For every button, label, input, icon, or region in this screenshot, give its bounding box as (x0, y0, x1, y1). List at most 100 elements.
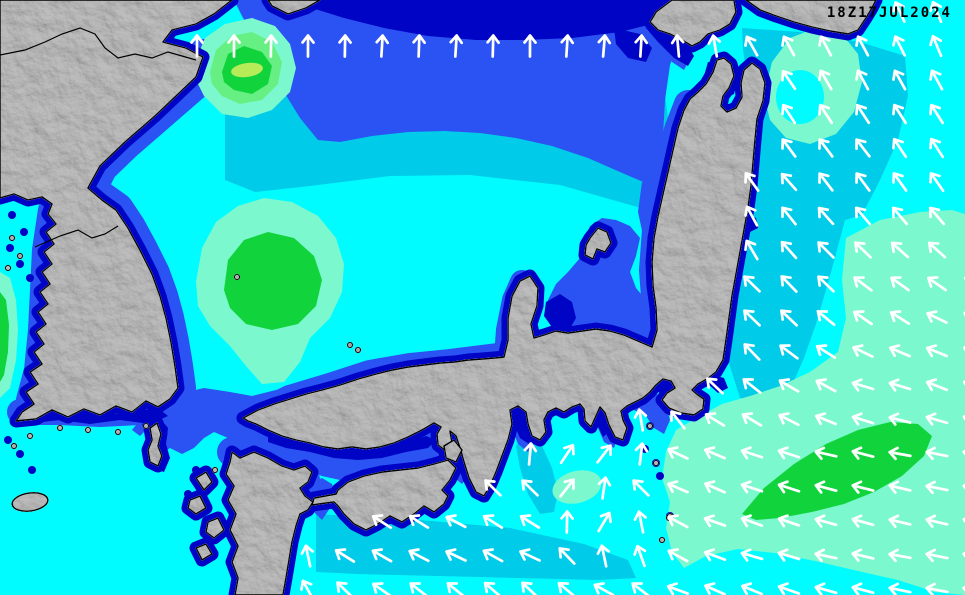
swell-direction-arrow (777, 446, 801, 460)
swell-direction-arrow (743, 275, 761, 293)
swell-direction-arrow (851, 412, 875, 426)
sea-zone-navy-dot-5 (8, 211, 16, 219)
swell-direction-arrow (889, 310, 911, 325)
swell-direction-arrow (560, 510, 574, 534)
swell-direction-arrows (190, 0, 965, 595)
swell-direction-arrow (634, 34, 649, 58)
land-islet-2 (233, 273, 241, 281)
swell-direction-arrow (744, 172, 760, 192)
swell-direction-arrow (892, 172, 908, 192)
swell-direction-arrow (372, 582, 392, 595)
sea-zone-navy-dot-12 (28, 466, 36, 474)
land-islet-4 (84, 426, 92, 434)
swell-direction-arrow (927, 241, 947, 259)
swell-direction-arrow (707, 34, 722, 58)
swell-direction-arrow (781, 103, 797, 125)
swell-direction-arrow (855, 69, 870, 91)
swell-direction-arrow (597, 511, 612, 533)
land-islet-3 (56, 424, 64, 432)
swell-direction-arrow (888, 480, 912, 494)
swell-direction-arrow (670, 34, 685, 58)
country-border-line-0 (0, 27, 197, 61)
swell-direction-arrow (815, 378, 837, 393)
swell-direction-arrow (818, 103, 834, 125)
swell-direction-arrow (703, 548, 727, 562)
swell-direction-arrow (925, 582, 949, 595)
sea-zone-yellowgreen-core (231, 62, 263, 78)
sea-zone-navy-cap-dip (614, 28, 652, 62)
country-border-line-1 (34, 225, 119, 248)
swell-direction-arrow (666, 582, 690, 595)
swell-direction-arrow (818, 35, 833, 57)
swell-direction-arrow (521, 479, 539, 497)
swell-direction-arrow (779, 344, 799, 360)
swell-direction-arrow (634, 442, 649, 466)
land-islet-13 (658, 536, 666, 544)
swell-direction-arrow (334, 548, 356, 563)
swell-direction-arrow (814, 480, 838, 494)
land-amakusa-1 (195, 471, 213, 491)
swell-direction-arrow (593, 582, 615, 595)
swell-direction-arrow (814, 412, 838, 426)
sea-zone-royal-sado-area (548, 218, 660, 346)
swell-direction-arrow (817, 275, 835, 293)
swell-direction-arrow (633, 510, 648, 534)
swell-direction-arrow (781, 35, 796, 57)
land-islet-11 (4, 264, 12, 272)
swell-direction-arrow (892, 137, 908, 159)
swell-direction-arrow (888, 514, 912, 528)
swell-direction-arrow (888, 548, 912, 563)
sea-zone-navy-inland-patches (268, 436, 436, 460)
sea-zone-navy-dot-10 (4, 436, 12, 444)
land-hokkaido-oshima (649, 0, 737, 47)
swell-direction-arrow (814, 446, 838, 460)
sea-zone-green-korea-east (224, 232, 322, 330)
land-islet-8 (10, 442, 18, 450)
land-islet-6 (142, 422, 150, 430)
land-tsushima-island (147, 422, 163, 467)
swell-direction-arrow (777, 548, 801, 562)
sea-zone-navy-dot-8 (16, 260, 24, 268)
swell-direction-arrow (560, 34, 575, 58)
land-islet-0 (346, 341, 354, 349)
swell-direction-arrow (743, 309, 761, 327)
land-shikoku (311, 459, 457, 531)
sea-zone-medium-kii-offshore (516, 430, 558, 514)
swell-direction-arrow (853, 310, 873, 326)
swell-direction-arrow (929, 137, 945, 159)
swell-direction-arrow (408, 548, 430, 563)
swell-direction-arrow (814, 548, 838, 562)
swell-direction-arrow (597, 476, 612, 500)
swell-direction-arrow (704, 412, 726, 427)
land-sado-island (584, 227, 612, 260)
swell-direction-arrow (891, 206, 909, 226)
swell-direction-arrow (851, 446, 875, 460)
swell-direction-arrow (816, 309, 836, 327)
swell-direction-arrow (519, 514, 541, 529)
swell-direction-arrow (888, 582, 912, 595)
swell-direction-arrow (371, 548, 393, 563)
swell-direction-arrow (741, 412, 763, 427)
swell-direction-arrow (892, 35, 907, 57)
swell-direction-arrow (888, 412, 912, 426)
swell-direction-arrow (484, 479, 502, 497)
swell-direction-arrow (855, 138, 871, 158)
swell-direction-arrow (817, 206, 835, 226)
swell-direction-arrow (851, 548, 875, 562)
land-amakusa-3 (205, 517, 225, 539)
swell-direction-arrow (926, 310, 948, 324)
swell-direction-arrow (929, 103, 945, 125)
sea-zone-royal-wedge-north (234, 0, 690, 188)
swell-direction-arrow (818, 172, 834, 192)
swell-direction-arrow (962, 582, 965, 595)
swell-direction-arrow (301, 34, 315, 58)
swell-direction-arrow (892, 1, 906, 23)
swell-direction-arrow (778, 378, 800, 393)
sea-zone-navy-dot-9 (26, 274, 34, 282)
swell-direction-arrow (740, 446, 764, 460)
swell-direction-arrow (855, 103, 871, 125)
swell-direction-arrow (851, 480, 875, 494)
